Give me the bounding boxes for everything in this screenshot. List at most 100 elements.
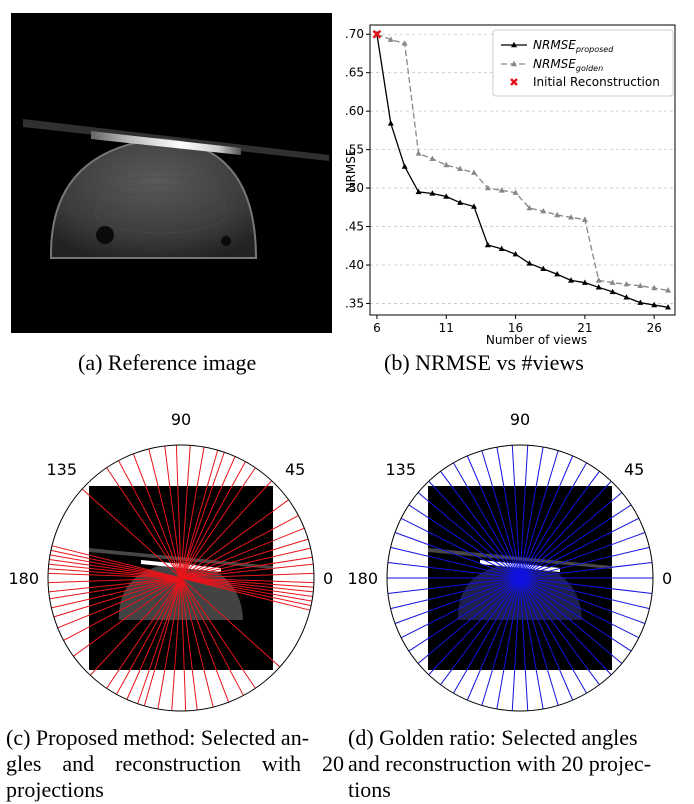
x-axis-label: Number of views (486, 333, 587, 345)
y-tick-label: 0.35 (345, 296, 364, 310)
data-point (401, 40, 408, 46)
angle-label: 0 (662, 569, 672, 588)
y-tick-label: 0.45 (345, 220, 364, 234)
angle-label: 90 (171, 410, 191, 429)
data-point (387, 120, 394, 126)
angle-label: 90 (510, 410, 530, 429)
data-point (651, 301, 658, 308)
data-point (429, 155, 436, 162)
caption-c: (c) Proposed method: Selected an- gles a… (6, 725, 344, 803)
data-point (443, 193, 450, 199)
data-point (554, 211, 561, 218)
data-point (568, 277, 575, 283)
data-point (623, 294, 630, 300)
bright-bar (91, 131, 241, 155)
x-tick-label: 11 (439, 321, 454, 335)
plot-frame (369, 24, 676, 316)
data-point (512, 189, 519, 195)
legend-marker (511, 60, 517, 67)
polar-proposed-svg: 90 45 135 180 0 (8, 410, 333, 712)
polar-golden: 90 45 135 180 0 (340, 405, 694, 715)
data-point (609, 288, 616, 295)
reference-image-render (23, 119, 329, 259)
data-point (595, 284, 602, 290)
data-point (457, 199, 464, 205)
caption-d-line: and reconstruction with 20 projec- (348, 751, 652, 776)
angle-line (387, 562, 653, 594)
data-point (484, 241, 491, 248)
x-tick-label: 26 (647, 321, 662, 335)
reference-image (11, 13, 332, 333)
data-point (623, 281, 630, 287)
data-point (470, 169, 477, 175)
data-point (457, 165, 464, 172)
polar-golden-svg: 90 45 135 180 0 (347, 410, 672, 712)
data-point (637, 299, 644, 305)
nrmse-chart-svg: 0.350.400.450.500.550.600.650.7061116212… (337, 24, 676, 347)
data-point (526, 260, 533, 266)
dark-hole (96, 226, 114, 244)
series-line (376, 34, 669, 308)
angle-line (48, 572, 314, 584)
y-tick-label: 0.40 (345, 258, 364, 272)
data-point (429, 190, 436, 196)
data-point (609, 279, 616, 285)
dark-hole (221, 236, 231, 246)
caption-b: (b) NRMSE vs #views (384, 350, 584, 375)
caption-c-line: gles and reconstruction with 20 (6, 751, 344, 776)
data-point (415, 188, 422, 195)
caption-c-line: (c) Proposed method: Selected an- (6, 725, 310, 750)
nrmse-chart: 0.350.400.450.500.550.600.650.7061116212… (337, 0, 690, 347)
caption-a: (a) Reference image (78, 350, 257, 375)
data-point (498, 245, 505, 252)
streak (428, 548, 612, 569)
polar-frame (47, 444, 315, 712)
legend-box (492, 29, 674, 97)
caption-d-line: (d) Golden ratio: Selected angles (348, 725, 638, 750)
angle-label: 180 (347, 569, 378, 588)
caption-d: (d) Golden ratio: Selected angles and re… (348, 725, 686, 803)
angle-label: 0 (323, 569, 333, 588)
angle-lines (48, 445, 314, 711)
angle-label: 45 (624, 460, 644, 479)
data-point (415, 150, 422, 156)
y-tick-label: 0.70 (345, 27, 364, 41)
data-point (581, 216, 588, 222)
legend-marker (510, 78, 518, 86)
polar-proposed: 90 45 135 180 0 (0, 405, 345, 715)
y-tick-label: 0.60 (345, 104, 364, 118)
data-point (443, 161, 450, 168)
bright-bar (480, 560, 560, 572)
angle-label: 45 (285, 460, 305, 479)
angle-label: 180 (8, 569, 39, 588)
x-tick-label: 16 (508, 321, 523, 335)
dome-object (457, 562, 582, 620)
data-point (484, 184, 491, 191)
data-point (498, 187, 505, 193)
data-point (595, 277, 602, 283)
initial-marker (372, 29, 382, 39)
data-point (581, 279, 588, 285)
data-point (651, 284, 658, 291)
data-point (526, 204, 533, 211)
y-axis-label: NRMSE (345, 149, 358, 192)
angle-lines (387, 445, 653, 711)
caption-d-line: tions (348, 777, 391, 802)
data-point (540, 265, 547, 272)
data-point (387, 36, 394, 42)
x-tick-label: 21 (577, 321, 592, 335)
polar-frame (386, 444, 654, 712)
x-tick-label: 6 (373, 321, 381, 335)
angle-label: 135 (385, 460, 416, 479)
data-point (665, 304, 672, 310)
data-point (540, 207, 547, 214)
data-point (401, 163, 408, 169)
data-point (568, 214, 575, 220)
series-line (376, 33, 669, 292)
caption-c-line: projections (6, 777, 104, 802)
y-tick-label: 0.65 (345, 66, 364, 80)
data-point (470, 203, 477, 209)
data-point (665, 287, 672, 293)
legend-marker (511, 41, 517, 48)
